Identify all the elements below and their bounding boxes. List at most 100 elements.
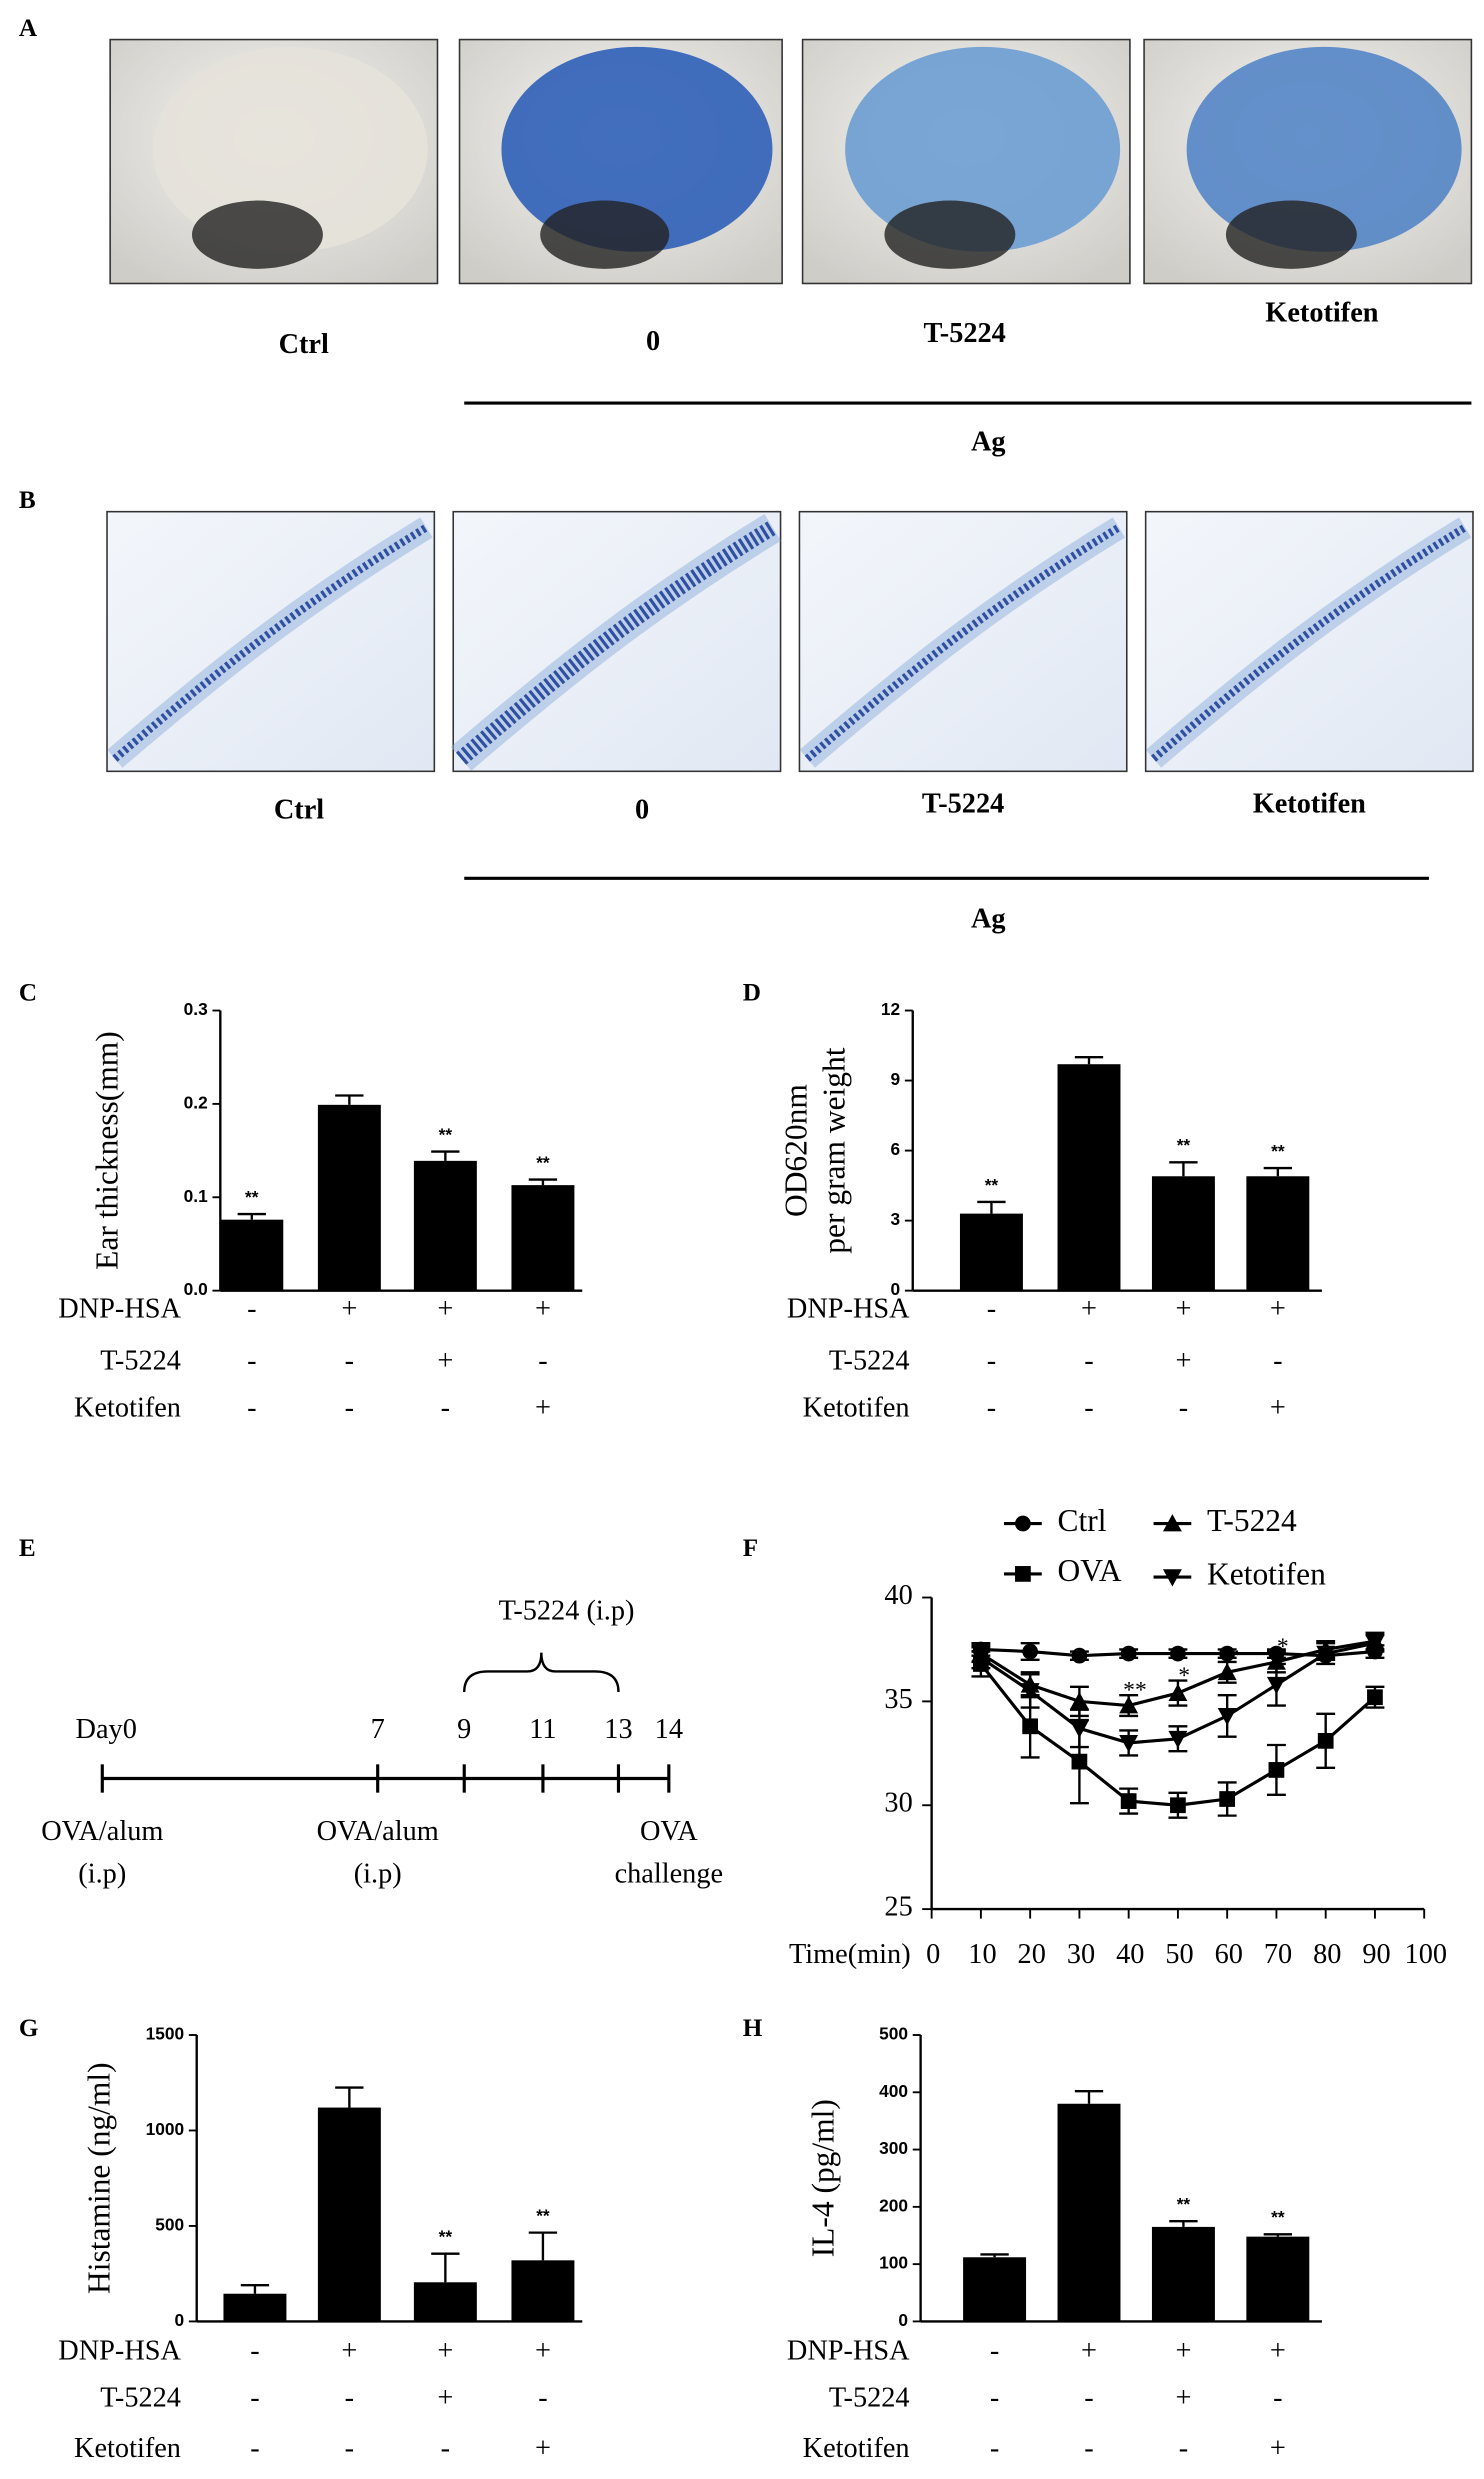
ear xyxy=(501,46,773,252)
significance: ** xyxy=(439,1124,453,1144)
panel-label: H xyxy=(743,2015,763,2042)
treatment-sign: - xyxy=(1273,2383,1282,2414)
treatment-name: T-5224 xyxy=(829,2383,910,2414)
significance: ** xyxy=(1123,1677,1147,1703)
marker xyxy=(1168,1730,1188,1749)
treatment-sign: + xyxy=(535,2433,551,2464)
x-tick-label: 10 xyxy=(968,1939,996,1970)
bar xyxy=(223,2293,287,2322)
brace xyxy=(463,1652,620,1692)
ear xyxy=(845,46,1121,252)
treatment-sign: + xyxy=(1270,1294,1286,1325)
event-label: OVA xyxy=(640,1816,698,1847)
marker xyxy=(1069,1720,1089,1738)
treatment-sign: - xyxy=(247,1346,256,1377)
marker xyxy=(1119,1696,1139,1714)
significance: ** xyxy=(1177,1135,1191,1155)
treatment-sign: - xyxy=(1179,1393,1188,1424)
bar xyxy=(220,1219,284,1291)
y-axis-label: OD620nm xyxy=(779,1084,814,1217)
event-label: (i.p) xyxy=(78,1859,126,1890)
treatment-sign: - xyxy=(345,2433,354,2464)
treatment-name: DNP-HSA xyxy=(58,2335,181,2366)
y-axis-label: Histamine (ng/ml) xyxy=(82,2062,117,2294)
significance: ** xyxy=(1177,2194,1191,2214)
treatment-sign: - xyxy=(990,2335,999,2366)
marker xyxy=(1268,1762,1285,1778)
marker xyxy=(1170,1797,1186,1814)
significance: * xyxy=(1178,1663,1190,1689)
tissue xyxy=(107,517,433,768)
treatment-name: T-5224 xyxy=(829,1346,910,1377)
marker xyxy=(1217,1662,1237,1681)
panel-label: C xyxy=(19,980,37,1007)
marker xyxy=(1219,1791,1236,1807)
treatment-sign: - xyxy=(345,1346,354,1377)
marker xyxy=(1120,1793,1137,1809)
bar xyxy=(413,2282,477,2322)
treatment-sign: - xyxy=(250,2335,259,2366)
day-label: Day0 xyxy=(76,1714,137,1745)
treatment-sign: - xyxy=(987,1294,996,1325)
y-axis-label: Ear thickness(mm) xyxy=(89,1031,124,1270)
group-label: Ag xyxy=(971,426,1006,457)
bar xyxy=(1246,2236,1310,2322)
treatment-sign: + xyxy=(341,2335,357,2366)
day-label: 13 xyxy=(604,1714,632,1745)
y-tick-label: 12 xyxy=(881,999,900,1019)
marker xyxy=(1170,1645,1186,1662)
marker xyxy=(1266,1652,1286,1670)
y-tick-label: 9 xyxy=(891,1069,901,1089)
treatment-sign: - xyxy=(990,2383,999,2414)
significance: * xyxy=(1277,1634,1289,1660)
significance: * xyxy=(1228,1644,1240,1670)
marker xyxy=(1317,1732,1334,1749)
bar xyxy=(1151,1176,1215,1291)
panel-label: F xyxy=(743,1535,758,1562)
treatment-sign: + xyxy=(535,1393,551,1424)
significance: ** xyxy=(536,2205,550,2225)
marker xyxy=(1217,1708,1237,1726)
bar xyxy=(511,1185,575,1291)
treatment-label: T-5224 (i.p) xyxy=(499,1596,635,1627)
ear-inner xyxy=(884,200,1016,269)
panel-label: G xyxy=(19,2015,39,2042)
significance: ** xyxy=(985,1175,999,1195)
x-tick-label: 20 xyxy=(1018,1939,1046,1970)
day-label: 7 xyxy=(371,1714,385,1745)
legend-marker xyxy=(1162,1514,1182,1532)
treatment-sign: - xyxy=(441,2433,450,2464)
treatment-sign: - xyxy=(345,2383,354,2414)
ear xyxy=(1186,46,1462,252)
treatment-sign: + xyxy=(437,1294,453,1325)
day-label: 11 xyxy=(529,1714,556,1745)
significance: ** xyxy=(536,1152,550,1172)
treatment-sign: - xyxy=(538,2383,547,2414)
y-tick-label: 6 xyxy=(891,1139,901,1159)
treatment-sign: - xyxy=(247,1393,256,1424)
y-tick-label: 40 xyxy=(884,1580,912,1611)
significance: ** xyxy=(1271,1141,1285,1161)
x-tick-label: 30 xyxy=(1067,1939,1095,1970)
photo-caption: Ketotifen xyxy=(1265,297,1378,328)
bar xyxy=(413,1160,477,1291)
marker xyxy=(1071,1647,1088,1664)
significance: ** xyxy=(439,2226,453,2246)
photo-caption: T-5224 xyxy=(922,788,1004,819)
treatment-sign: + xyxy=(1175,1294,1191,1325)
marker xyxy=(1022,1718,1039,1735)
photo-caption: T-5224 xyxy=(924,318,1006,349)
significance: ** xyxy=(245,1187,259,1207)
x-tick-label: 70 xyxy=(1264,1939,1292,1970)
y-tick-label: 30 xyxy=(884,1788,912,1819)
marker xyxy=(1266,1676,1286,1695)
y-tick-label: 3 xyxy=(891,1209,901,1229)
y-tick-label: 500 xyxy=(879,2024,908,2044)
treatment-name: DNP-HSA xyxy=(787,1294,910,1325)
treatment-sign: + xyxy=(1270,2433,1286,2464)
bar xyxy=(1057,2103,1121,2322)
legend-marker xyxy=(1162,1569,1182,1587)
bar xyxy=(1246,1176,1310,1291)
treatment-sign: + xyxy=(535,1294,551,1325)
